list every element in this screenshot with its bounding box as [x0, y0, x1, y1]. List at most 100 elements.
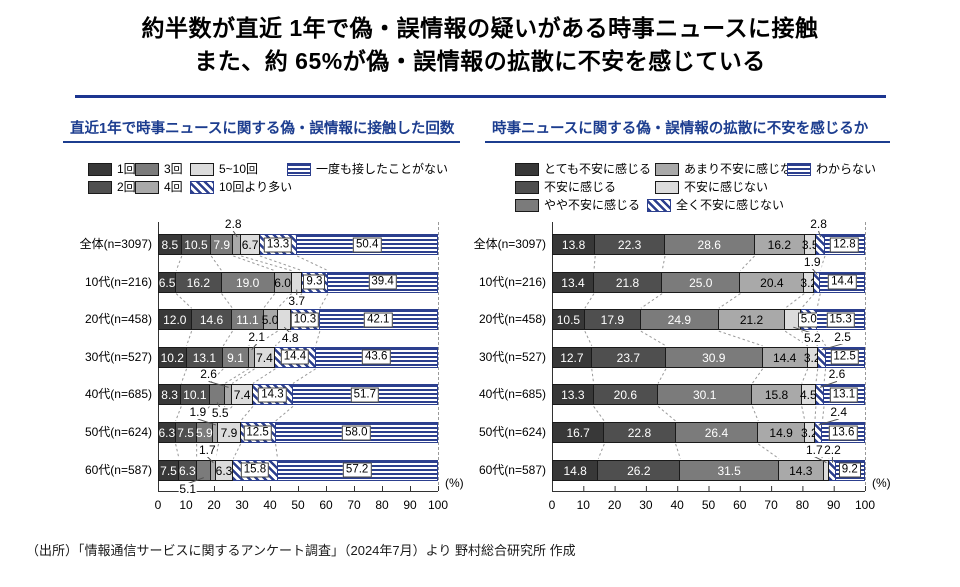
bar-segment-label: 10.5	[184, 238, 208, 252]
bar-segment: 15.3	[817, 309, 865, 331]
bar-segment-label: 26.4	[704, 426, 729, 440]
bar-segment-label: 10.2	[160, 350, 184, 365]
callout-label: 1.7	[197, 442, 217, 457]
callout-label: 1.9	[802, 254, 822, 269]
x-tick-label: 90	[403, 498, 417, 512]
bar-segment-label: 28.6	[697, 238, 721, 252]
bar-segment: 6.5	[158, 271, 177, 293]
x-tick-label: 80	[375, 498, 389, 512]
bar-segment: 8.5	[158, 234, 182, 255]
bar-segment: 6.0	[274, 271, 292, 293]
x-tick-label: 20	[207, 498, 221, 512]
bar-segment-label: 23.7	[616, 350, 641, 365]
bar-segment-label: 16.2	[186, 275, 211, 290]
bar-segment: 26.2	[598, 459, 681, 481]
bar-segment-label: 10.3	[290, 312, 320, 328]
bar-segment: 31.5	[680, 459, 779, 481]
bar-segment: 50.4	[297, 234, 439, 255]
legend-swatch-solid-2	[135, 163, 159, 176]
bar-segment-label: 12.8	[830, 237, 859, 252]
legend-label: 4回	[164, 180, 183, 194]
callout-label: 5.2	[802, 331, 822, 346]
x-tick-label: 50	[291, 498, 305, 512]
bar-segment-label: 21.8	[615, 275, 640, 290]
legend-swatch-solid-3	[655, 163, 679, 176]
category-label: 50代(n=624)	[84, 425, 152, 439]
percent-unit-label: (%)	[445, 476, 464, 490]
bar-segment: 13.3	[552, 384, 594, 406]
bar-segment	[233, 234, 242, 255]
bar-segment: 6.3	[158, 422, 176, 443]
bar-segment: 7.4	[232, 384, 253, 406]
category-label: 30代(n=527)	[478, 349, 546, 364]
bar-segment: 12.5	[825, 346, 865, 368]
bar-segment-label: 15.8	[764, 388, 789, 403]
bar-segment: 14.6	[191, 309, 233, 331]
bar-segment-label: 39.4	[368, 274, 397, 290]
panel-title: 直近1年で時事ニュースに関する偽・誤情報に接触した回数	[70, 121, 455, 137]
legend-swatch-solid-1	[88, 181, 112, 194]
bar-segment: 11.1	[232, 309, 264, 331]
bar-segment: 30.9	[665, 346, 763, 368]
bar-segment: 14.3	[252, 384, 293, 406]
category-label: 40代(n=685)	[478, 387, 546, 402]
bar-segment-label: 6.7	[241, 238, 259, 252]
x-tick-label: 0	[154, 498, 162, 512]
callout-label: 2.8	[223, 217, 243, 231]
bar-segment-label: 7.5	[160, 463, 177, 478]
bar-segment-label: 15.3	[826, 312, 855, 328]
bar-segment: 21.8	[593, 271, 663, 293]
bar-segment: 10.1	[181, 384, 210, 406]
legend-label: やや不安に感じる	[544, 198, 641, 212]
legend-swatch-solid-0	[515, 163, 539, 176]
bar-segment-label: 12.7	[560, 350, 584, 365]
bar-segment: 7.9	[211, 234, 234, 255]
bar-segment-label: 6.0	[274, 275, 291, 290]
bar-segment: 13.6	[822, 422, 865, 443]
bar-segment-label: 11.1	[236, 313, 259, 328]
bar-segment	[816, 234, 825, 255]
title-rule	[75, 95, 886, 98]
bar-segment-label: 5.0	[797, 312, 820, 328]
bar-segment: 10.5	[181, 234, 212, 255]
bar-segment-label: 14.9	[769, 426, 793, 440]
main-title-line2: また、約 65%が偽・誤情報の拡散に不安を感じている	[194, 48, 766, 74]
bar-segment-label: 8.5	[161, 238, 179, 252]
bar-segment: 16.7	[552, 422, 605, 443]
bar-segment: 39.4	[327, 271, 439, 293]
bar-segment: 14.4	[820, 271, 866, 293]
bar-segment: 13.8	[552, 234, 596, 255]
legend-label: あまり不安に感じない	[684, 162, 805, 176]
bar-segment: 8.3	[158, 384, 182, 406]
bar-segment: 17.9	[584, 309, 641, 331]
bar-segment-label: 5.9	[196, 426, 213, 440]
bar-segment: 30.1	[658, 384, 753, 406]
x-tick-label: 60	[733, 498, 747, 512]
bar-segment-label: 7.4	[256, 350, 273, 365]
bar-segment: 16.2	[754, 234, 806, 255]
legend-label: 一度も接したことがない	[316, 162, 449, 176]
bar-segment: 10.2	[158, 346, 187, 368]
bar-segment: 9.1	[223, 346, 249, 368]
bar-segment	[196, 459, 211, 481]
x-tick-label: 90	[827, 498, 841, 512]
bar-segment: 20.6	[593, 384, 659, 406]
bar-segment-label: 13.1	[829, 387, 859, 403]
bar-segment: 15.8	[233, 459, 278, 481]
bar-segment: 4.5	[800, 384, 817, 406]
bar-segment	[817, 346, 826, 368]
bar-segment: 13.1	[823, 384, 865, 406]
chart-panel-spread-anxiety: 時事ニュースに関する偽・誤情報の拡散に不安を感じるか とても不安に感じる あまり不安…	[450, 112, 910, 532]
bar-segment-label: 42.1	[364, 312, 393, 328]
bar-segment: 51.7	[292, 384, 438, 406]
bar-segment: 7.9	[218, 422, 241, 443]
bar-segment-label: 26.2	[627, 463, 651, 478]
x-tick-label: 30	[235, 498, 249, 512]
bar-segment: 24.9	[640, 309, 719, 331]
category-label: 10代(n=216)	[84, 274, 152, 289]
bar-segment-label: 13.8	[561, 238, 586, 252]
bar-segment-label: 3.2	[803, 350, 821, 365]
bar-segment: 23.7	[591, 346, 666, 368]
bar-segment	[814, 422, 823, 443]
x-tick-label: 70	[764, 498, 778, 512]
